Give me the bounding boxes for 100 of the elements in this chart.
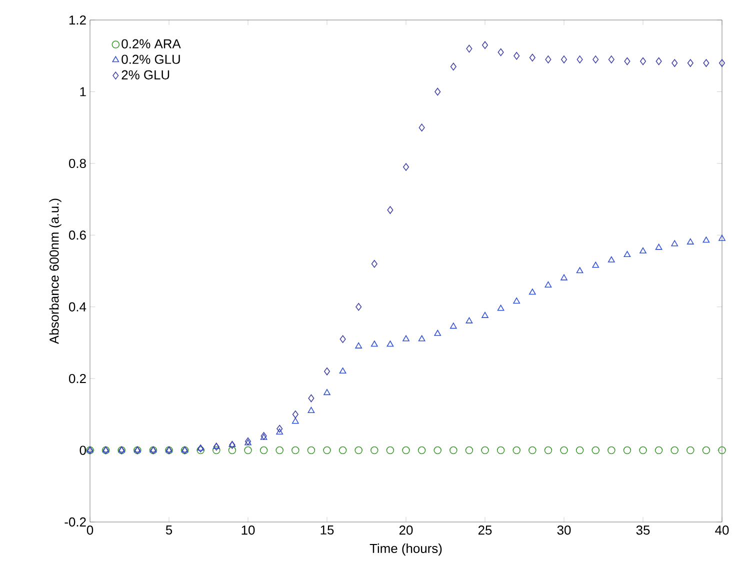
point xyxy=(670,446,679,454)
point xyxy=(576,267,584,274)
point xyxy=(686,446,694,454)
point xyxy=(560,56,568,64)
point xyxy=(370,446,378,454)
point xyxy=(686,238,694,244)
point xyxy=(308,394,314,402)
point xyxy=(560,274,568,280)
point xyxy=(702,446,710,454)
point xyxy=(576,446,584,454)
point xyxy=(292,446,300,454)
y-tick-label: 0.8 xyxy=(68,158,86,168)
point xyxy=(702,236,710,243)
point xyxy=(592,262,600,268)
x-tick-label: 20 xyxy=(399,526,413,535)
y-axis-title: Absorbance 600nm (a.u.) xyxy=(49,198,62,344)
point xyxy=(640,57,646,66)
point xyxy=(212,446,220,454)
point xyxy=(624,57,630,66)
point xyxy=(656,57,662,66)
point xyxy=(466,44,472,53)
point xyxy=(528,288,536,295)
point xyxy=(528,446,536,454)
x-tick-label: 25 xyxy=(478,526,492,535)
y-tick-label: 0.4 xyxy=(68,302,86,312)
point xyxy=(276,428,284,435)
legend-label: 2% GLU xyxy=(122,70,170,80)
point xyxy=(481,446,489,454)
point xyxy=(718,234,726,241)
point xyxy=(402,163,410,171)
y-tick-label: 0 xyxy=(80,446,86,455)
point xyxy=(608,56,614,64)
point xyxy=(545,56,552,64)
point xyxy=(466,317,473,324)
point xyxy=(323,446,331,454)
y-tick-label: 1 xyxy=(80,87,86,96)
y-tick-label: 1.2 xyxy=(69,15,86,25)
point xyxy=(450,62,456,71)
point xyxy=(292,410,298,418)
point xyxy=(276,424,283,433)
point xyxy=(260,446,268,454)
point xyxy=(386,340,394,347)
point xyxy=(592,446,600,454)
point xyxy=(576,56,583,64)
legend-label: 0.2% ARA xyxy=(122,39,181,48)
y-tick-label: 0.6 xyxy=(68,230,86,240)
point xyxy=(276,446,284,454)
point xyxy=(497,304,504,311)
point xyxy=(418,335,426,342)
x-tick-label: 35 xyxy=(636,526,650,535)
point xyxy=(512,446,521,454)
point xyxy=(482,312,488,318)
point xyxy=(307,446,316,454)
point xyxy=(482,41,488,49)
point xyxy=(402,446,410,454)
point xyxy=(624,250,631,258)
point xyxy=(703,59,710,67)
point xyxy=(244,446,252,454)
point xyxy=(354,446,363,454)
point xyxy=(560,446,568,454)
point xyxy=(544,446,552,454)
point xyxy=(655,244,662,250)
point xyxy=(434,446,442,454)
point xyxy=(465,446,474,454)
point xyxy=(324,368,330,376)
point xyxy=(672,59,678,67)
point xyxy=(450,446,458,454)
legend-label: 0.2% GLU xyxy=(122,54,180,64)
point xyxy=(292,418,299,424)
point xyxy=(339,368,346,374)
point xyxy=(228,446,236,454)
point xyxy=(371,260,378,268)
x-tick-label: 0 xyxy=(86,526,94,535)
point xyxy=(418,124,425,132)
point xyxy=(434,88,441,96)
point xyxy=(402,335,410,342)
point xyxy=(654,446,663,454)
point xyxy=(340,335,346,344)
x-axis-title: Time (hours) xyxy=(370,544,442,556)
x-tick-label: 40 xyxy=(715,526,729,535)
point xyxy=(450,322,457,329)
point xyxy=(338,446,347,454)
point xyxy=(370,340,378,347)
point xyxy=(308,406,315,413)
point xyxy=(387,206,394,214)
point xyxy=(324,389,330,396)
point xyxy=(529,54,536,62)
point xyxy=(514,52,520,60)
point xyxy=(718,446,726,454)
point xyxy=(608,256,615,262)
x-tick-label: 10 xyxy=(242,526,255,535)
point xyxy=(687,59,694,67)
point xyxy=(623,446,632,454)
x-tick-label: 5 xyxy=(166,526,172,535)
point xyxy=(718,59,726,67)
point xyxy=(355,342,362,348)
point xyxy=(356,302,362,311)
y-tick-label: -0.2 xyxy=(64,517,86,527)
point xyxy=(498,48,504,56)
y-tick-label: 0.2 xyxy=(68,374,86,384)
